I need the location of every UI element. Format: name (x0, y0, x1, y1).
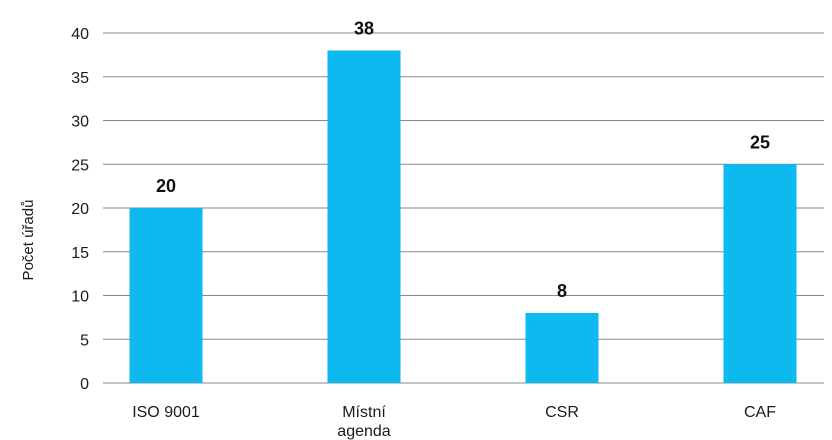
x-tick-label: ISO 9001 (132, 404, 200, 421)
data-label: 20 (156, 176, 176, 196)
y-axis-ticks: 0 5 10 15 20 25 30 35 40 (71, 26, 89, 393)
bar-0 (129, 208, 203, 383)
bars (129, 50, 797, 383)
bar-1 (327, 50, 401, 383)
data-label: 25 (750, 132, 770, 152)
y-tick-label: 35 (71, 70, 89, 87)
bar-3 (723, 164, 797, 383)
y-tick-label: 15 (71, 245, 89, 262)
x-tick-label: CAF (744, 404, 776, 421)
y-tick-label: 5 (80, 332, 89, 349)
y-tick-label: 40 (71, 26, 89, 43)
y-axis-label: Počet úřadů (20, 200, 37, 281)
y-tick-label: 10 (71, 289, 89, 306)
y-tick-label: 0 (80, 376, 89, 393)
grid-lines (103, 32, 824, 384)
x-tick-label: CSR (545, 404, 579, 421)
y-tick-label: 20 (71, 201, 89, 218)
y-tick-label: 30 (71, 114, 89, 131)
x-axis-ticks: ISO 9001 Místní agenda CSR CAF (132, 404, 776, 440)
data-label: 38 (354, 19, 374, 39)
bar-2 (525, 313, 599, 383)
y-tick-label: 25 (71, 157, 89, 174)
data-labels: 20 38 8 25 (156, 19, 770, 302)
data-label: 8 (557, 281, 567, 301)
x-tick-label: Místní agenda (337, 404, 390, 440)
